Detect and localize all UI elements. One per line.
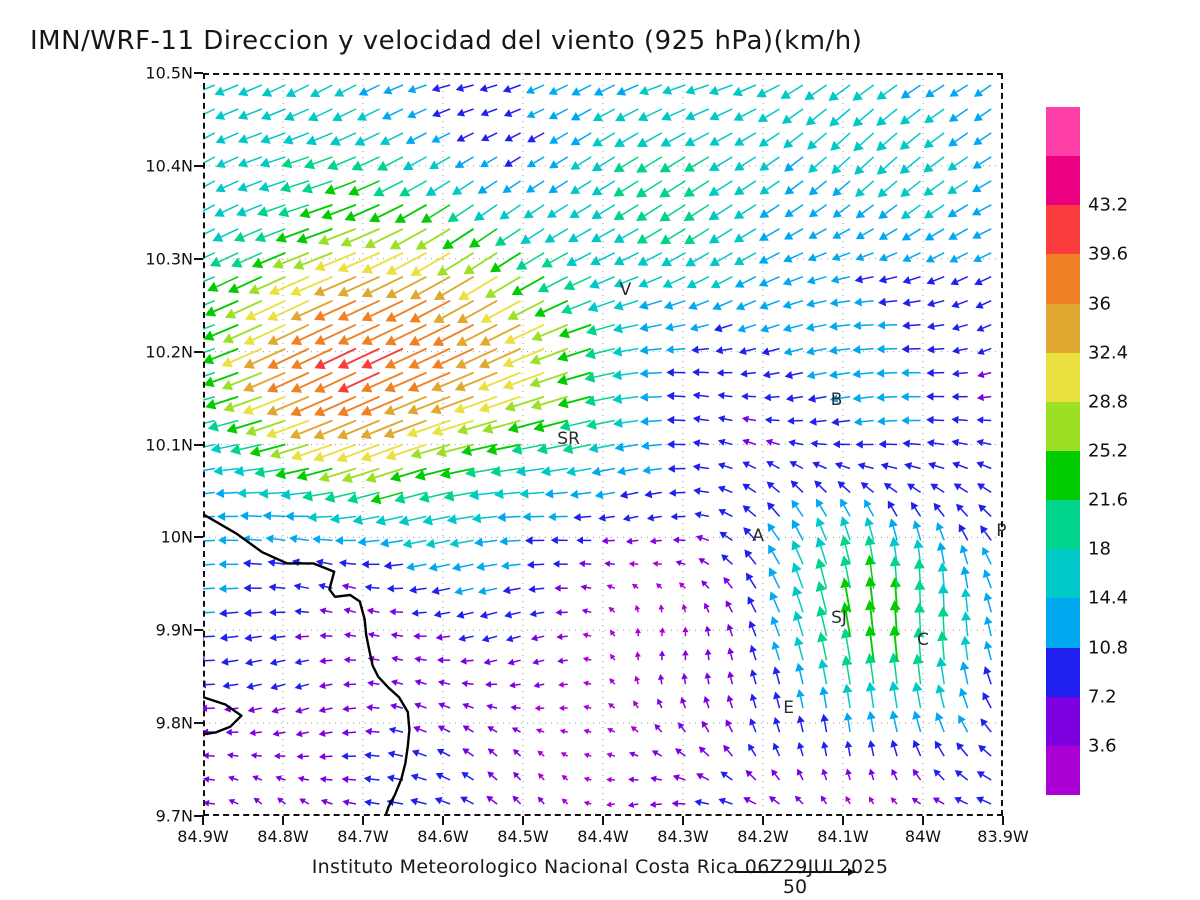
y-tick-mark [194,629,203,632]
y-tick-label: 9.9N [155,620,193,640]
y-tick-label: 10.1N [145,435,193,454]
colorbar-band [1046,696,1080,746]
footer-credit: Instituto Meteorologico Nacional Costa R… [311,856,889,878]
x-tick-label: 84.7W [337,827,389,846]
y-tick-label: 10.5N [145,63,193,83]
x-tick-label: 84.9W [177,827,229,846]
colorbar-band [1046,303,1080,353]
plot-area: V B SR A SJ C E P [203,73,1007,816]
x-tick-label: 83.9W [977,827,1029,846]
colorbar-band [1046,500,1080,550]
map-label-sj: SJ [831,608,847,629]
x-tick-mark [442,816,444,825]
colorbar-tick-label: 14.4 [1088,587,1129,609]
colorbar-band [1046,745,1080,795]
x-tick-label: 84.6W [417,827,469,846]
colorbar-band [1046,205,1080,255]
chart-title: IMN/WRF-11 Direccion y velocidad del vie… [30,26,863,56]
colorbar-band [1046,450,1080,501]
colorbar-band [1046,598,1080,648]
y-tick-mark [194,443,203,446]
colorbar-band [1046,549,1080,599]
colorbar-band [1046,352,1080,402]
x-tick-mark [762,816,764,825]
x-tick-mark [522,816,524,825]
x-tick-mark [922,816,924,825]
y-tick-label: 9.7N [155,806,193,826]
map-label-e: E [783,698,794,719]
map-label-v: V [619,280,632,301]
map-label-b: B [830,389,843,410]
colorbar-band [1046,647,1080,697]
y-tick-mark [194,72,203,74]
plot-frame [203,73,1003,816]
colorbar-tick-label: 36 [1088,293,1111,315]
colorbar-tick-label: 39.6 [1088,243,1129,265]
colorbar-tick-label: 32.4 [1088,342,1129,364]
y-tick-label: 10N [160,527,193,547]
colorbar-tick-label: 43.2 [1088,194,1129,216]
x-tick-mark [202,816,204,825]
x-tick-mark [1002,816,1004,825]
coastline [203,513,411,816]
colorbar-tick-label: 7.2 [1088,686,1117,708]
map-label-c: C [917,629,929,650]
colorbar-tick-label: 28.8 [1088,391,1129,413]
colorbar-tick-label: 25.2 [1088,440,1129,462]
y-tick-mark [194,164,203,167]
y-tick-mark [194,536,203,539]
reference-vector-arrow [735,868,855,876]
colorbar-band [1046,156,1080,206]
x-tick-mark [602,816,604,825]
x-tick-label: 84W [904,827,942,846]
x-tick-mark [282,816,284,825]
y-tick-label: 9.8N [155,713,193,733]
colorbar-tick-label: 21.6 [1088,489,1129,511]
x-tick-label: 84.3W [657,827,709,846]
x-tick-label: 84.4W [577,827,629,846]
x-tick-label: 84.5W [497,827,549,846]
x-tick-mark [842,816,844,825]
colorbar-tick-label: 18 [1088,538,1111,560]
colorbar-band [1046,254,1080,304]
colorbar-band [1046,107,1080,157]
x-tick-mark [682,816,684,825]
wind-vector-field [203,83,993,808]
y-tick-label: 10.3N [145,249,193,269]
y-tick-label: 10.2N [145,342,193,362]
y-tick-mark [194,350,203,353]
colorbar-band [1046,401,1080,451]
map-label-sr: SR [557,428,580,449]
y-tick-mark [194,722,203,725]
reference-vector-label: 50 [782,876,808,898]
x-tick-mark [362,816,364,825]
x-tick-label: 84.8W [257,827,309,846]
x-tick-label: 84.1W [817,827,869,846]
x-tick-label: 84.2W [737,827,789,846]
map-label-a: A [752,525,765,546]
colorbar-tick-label: 10.8 [1088,637,1129,659]
colorbar-tick-label: 3.6 [1088,735,1117,757]
colorbar [1046,107,1080,795]
y-tick-mark [194,257,203,260]
y-tick-label: 10.4N [145,156,193,176]
y-tick-mark [194,815,203,817]
